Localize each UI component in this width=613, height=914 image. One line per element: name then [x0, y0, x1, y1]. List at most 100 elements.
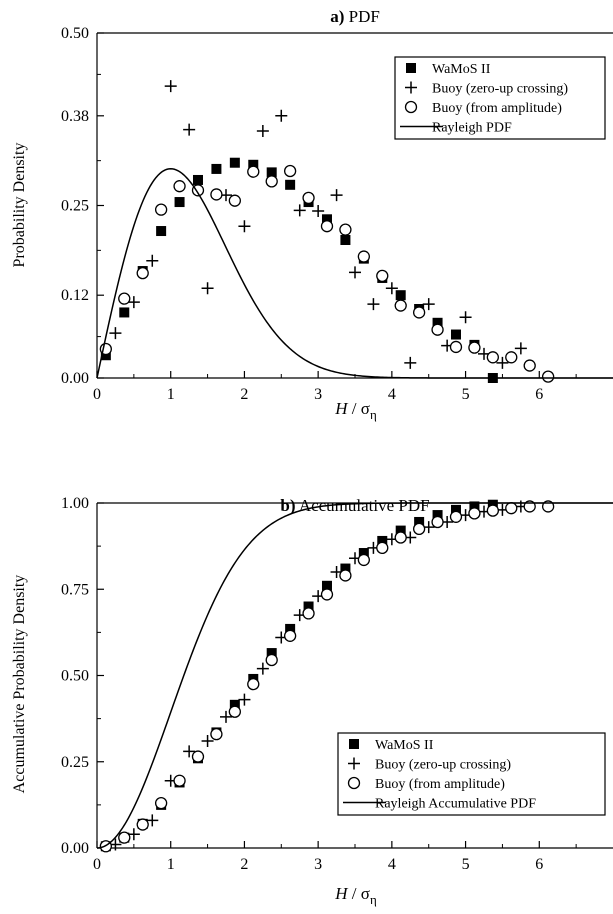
y-tick-label: 1.00	[61, 495, 89, 512]
data-point-open-circle	[412, 522, 426, 536]
data-point-plus	[164, 80, 177, 93]
data-point-filled-square	[432, 317, 443, 328]
x-tick-label: 3	[314, 386, 322, 403]
data-point-plus	[404, 356, 417, 369]
legend-swatch-open-circle	[347, 776, 361, 790]
data-point-filled-square	[266, 648, 277, 659]
data-point-filled-square	[432, 510, 443, 521]
data-point-plus	[293, 204, 306, 217]
data-point-filled-square	[321, 214, 332, 225]
y-axis-label-pdf: Probability Density	[11, 143, 28, 268]
data-point-open-circle	[376, 269, 389, 283]
legend-swatch-filled-square	[349, 739, 359, 749]
data-point-filled-square	[377, 535, 388, 546]
data-point-filled-square	[156, 226, 167, 237]
data-point-open-circle	[523, 359, 536, 372]
x-tick-label: 2	[240, 856, 248, 873]
data-point-open-circle	[265, 653, 278, 667]
data-point-open-circle	[302, 191, 315, 205]
panel-pdf: a) PDF Probability Density H / ση 0 1 2 3 4 5…	[11, 7, 613, 422]
data-point-filled-square	[340, 563, 351, 574]
data-point-open-circle	[449, 340, 463, 354]
y-tick-label: 0.38	[61, 108, 89, 125]
legend-entry-label: Rayleigh PDF	[432, 121, 512, 136]
data-point-open-circle	[468, 341, 481, 354]
data-point-filled-square	[211, 163, 222, 174]
panel-label-b: b)	[280, 496, 295, 515]
data-point-filled-square	[285, 623, 296, 634]
data-point-plus	[238, 693, 251, 706]
data-point-filled-square	[450, 329, 461, 340]
data-point-plus	[459, 311, 472, 324]
data-point-filled-square	[321, 580, 332, 591]
data-point-open-circle	[302, 607, 315, 620]
data-point-open-circle	[228, 194, 241, 207]
data-point-open-circle	[541, 370, 555, 383]
curve-rayleigh_cdf	[96, 502, 613, 849]
x-tick-label: 3	[314, 856, 322, 873]
data-point-filled-square	[358, 548, 369, 559]
data-point-open-circle	[320, 220, 334, 233]
data-point-open-circle	[136, 266, 149, 280]
data-point-plus	[183, 123, 196, 136]
x-label-sep-a: /	[352, 399, 357, 418]
x-tick-label: 0	[93, 856, 101, 873]
data-point-plus	[256, 124, 269, 137]
data-point-open-circle	[339, 223, 352, 236]
data-point-plus	[109, 327, 122, 340]
data-point-plus	[220, 710, 232, 723]
data-point-filled-square	[229, 699, 240, 710]
data-point-plus	[312, 205, 325, 218]
y-tick-label: 0.12	[61, 287, 89, 304]
curve-rayleigh_pdf	[96, 167, 613, 379]
data-point-open-circle	[210, 728, 223, 741]
legend-swatch-open-circle	[404, 100, 418, 114]
data-point-plus	[514, 342, 527, 355]
legend-swatch-filled-square	[406, 63, 416, 73]
y-tick-label: 0.50	[61, 25, 89, 42]
x-tick-label: 4	[388, 386, 396, 403]
data-point-filled-square	[450, 504, 461, 515]
legend-entry-label: WaMoS II	[375, 738, 434, 753]
data-point-filled-square	[303, 601, 314, 612]
data-point-plus	[127, 296, 140, 309]
data-point-filled-square	[100, 350, 111, 361]
data-point-filled-square	[266, 167, 277, 178]
x-tick-label: 5	[462, 386, 470, 403]
data-point-open-circle	[394, 299, 407, 312]
data-point-open-circle	[431, 515, 444, 529]
data-point-open-circle	[118, 831, 131, 844]
x-tick-label: 5	[462, 856, 470, 873]
data-point-open-circle	[173, 180, 186, 193]
data-point-filled-square	[469, 501, 480, 512]
x-label-sigma-a: σ	[361, 399, 370, 418]
data-point-open-circle	[191, 750, 205, 763]
panel-accumulative: b) Accumulative PDF Accumulative Probabi…	[11, 495, 613, 907]
data-point-open-circle	[173, 774, 186, 787]
data-point-plus	[183, 745, 196, 758]
data-point-filled-square	[192, 174, 203, 185]
data-point-plus	[201, 282, 214, 295]
data-point-open-circle	[486, 351, 499, 364]
data-point-open-circle	[247, 165, 260, 178]
data-point-plus	[146, 254, 159, 267]
legend-swatch-plus	[405, 81, 417, 94]
title-text-b: Accumulative PDF	[299, 496, 430, 515]
data-point-plus	[496, 356, 509, 369]
data-point-plus	[201, 735, 214, 748]
y-tick-label: 0.50	[61, 668, 89, 685]
data-point-filled-square	[414, 516, 425, 527]
data-point-plus	[256, 662, 269, 675]
x-tick-label: 6	[535, 856, 543, 873]
data-point-plus	[238, 220, 251, 233]
data-point-filled-square	[119, 307, 130, 318]
legend-entry-label: Buoy (from amplitude)	[432, 101, 562, 116]
x-label-sigma-b: σ	[361, 884, 370, 903]
data-point-filled-square	[395, 525, 406, 536]
panel-label-a: a)	[330, 7, 344, 26]
chart-title-accumulative: b) Accumulative PDF	[280, 496, 429, 515]
legend-box	[394, 56, 606, 140]
data-point-open-circle	[283, 164, 297, 178]
legend-entry-label: WaMoS II	[432, 62, 491, 77]
data-point-plus	[146, 814, 159, 827]
